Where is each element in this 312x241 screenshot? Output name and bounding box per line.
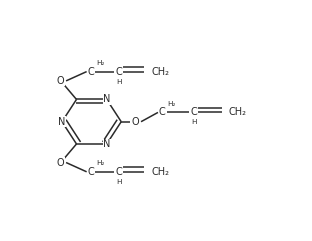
- Text: H₂: H₂: [167, 101, 176, 107]
- Text: N: N: [103, 94, 110, 104]
- Text: C: C: [190, 107, 197, 117]
- Text: H: H: [116, 79, 122, 85]
- Text: C: C: [115, 167, 122, 177]
- Text: H: H: [191, 120, 197, 126]
- Text: C: C: [88, 67, 94, 77]
- Text: C: C: [159, 107, 166, 117]
- Text: C: C: [115, 67, 122, 77]
- Text: C: C: [88, 167, 94, 177]
- Text: CH₂: CH₂: [151, 67, 169, 77]
- Text: H₂: H₂: [96, 160, 104, 166]
- Text: CH₂: CH₂: [229, 107, 247, 117]
- Text: O: O: [132, 117, 139, 127]
- Text: CH₂: CH₂: [151, 167, 169, 177]
- Text: O: O: [57, 158, 65, 167]
- Text: O: O: [57, 76, 65, 86]
- Text: N: N: [103, 139, 110, 149]
- Text: N: N: [58, 117, 66, 127]
- Text: H: H: [116, 179, 122, 185]
- Text: H₂: H₂: [96, 60, 104, 66]
